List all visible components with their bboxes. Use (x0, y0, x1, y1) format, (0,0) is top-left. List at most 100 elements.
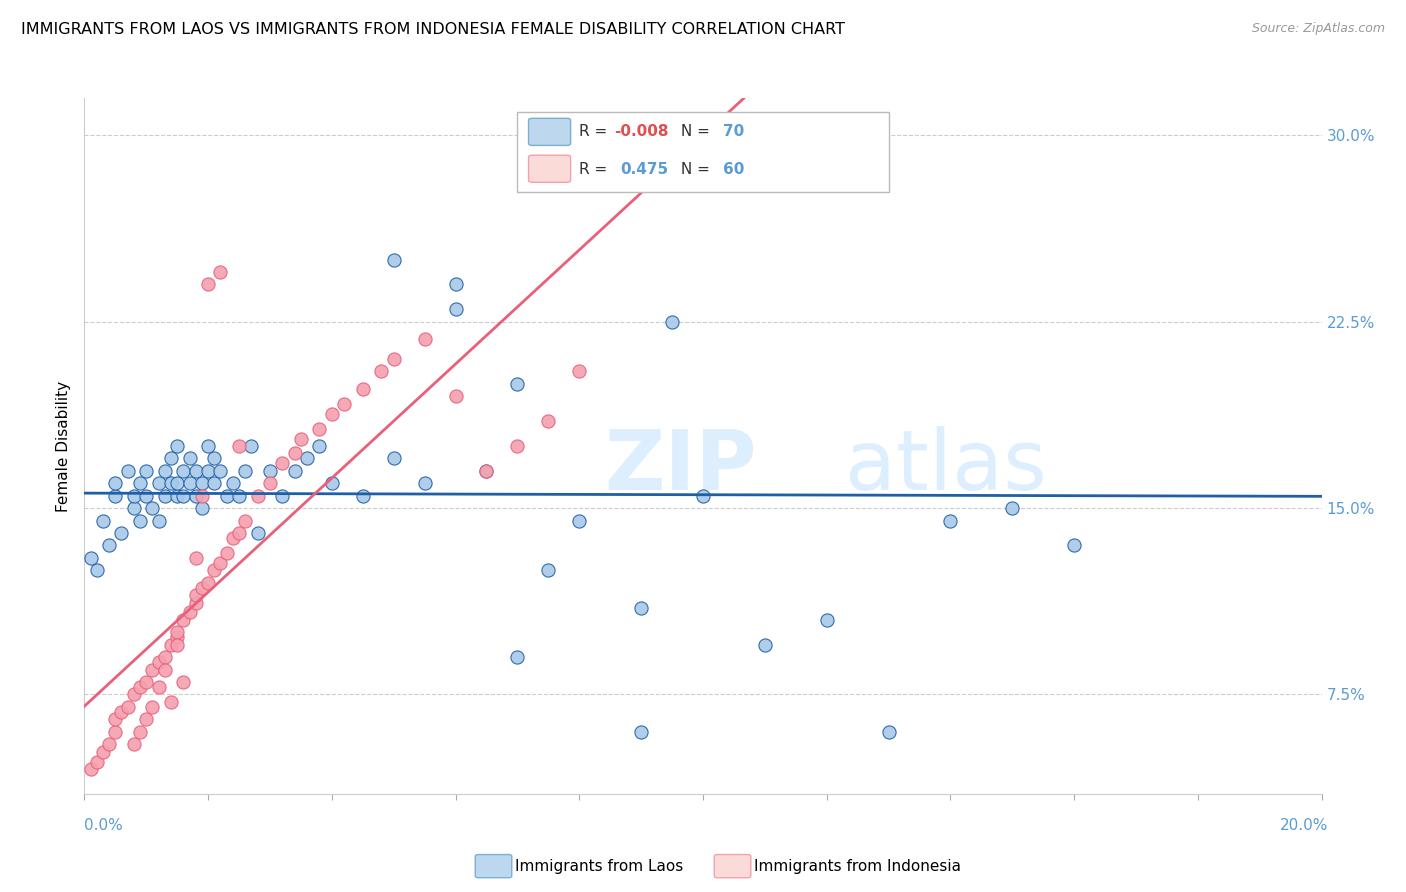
Point (184, 588, 207, 602)
Point (166, 476, 188, 491)
Point (148, 655, 170, 669)
Point (630, 724, 652, 739)
Point (104, 712, 127, 726)
Point (413, 332, 436, 346)
Point (444, 389, 467, 403)
Point (308, 422, 330, 436)
Point (537, 414, 560, 428)
Text: N =: N = (676, 161, 714, 177)
Point (197, 464, 219, 478)
Point (321, 407, 343, 421)
Point (179, 606, 201, 620)
Point (284, 464, 307, 478)
Point (321, 476, 343, 491)
Point (877, 724, 900, 739)
Point (166, 489, 188, 503)
Point (104, 724, 127, 739)
Point (209, 464, 232, 478)
Text: Source: ZipAtlas.com: Source: ZipAtlas.com (1251, 22, 1385, 36)
Point (148, 476, 170, 491)
Point (202, 451, 225, 466)
Point (98, 538, 121, 552)
Point (259, 464, 281, 478)
Point (122, 501, 145, 516)
Point (259, 476, 281, 491)
Point (444, 302, 467, 317)
Point (117, 464, 139, 478)
Point (172, 675, 194, 690)
Point (661, 315, 683, 329)
Text: Immigrants from Indonesia: Immigrants from Indonesia (754, 859, 960, 873)
Text: IMMIGRANTS FROM LAOS VS IMMIGRANTS FROM INDONESIA FEMALE DISABILITY CORRELATION : IMMIGRANTS FROM LAOS VS IMMIGRANTS FROM … (21, 22, 845, 37)
Point (1063, 538, 1085, 552)
Point (172, 613, 194, 627)
Point (215, 489, 238, 503)
Point (222, 531, 245, 545)
Point (233, 464, 256, 478)
Point (295, 451, 318, 466)
Point (98, 737, 121, 751)
Point (179, 451, 201, 466)
Point (122, 688, 145, 702)
Point (197, 575, 219, 590)
Point (692, 489, 714, 503)
FancyBboxPatch shape (529, 119, 571, 145)
Point (568, 364, 591, 378)
Point (153, 489, 176, 503)
Point (568, 514, 591, 528)
Point (228, 489, 250, 503)
Point (141, 699, 163, 714)
Point (166, 630, 188, 644)
Point (506, 650, 529, 665)
Text: N =: N = (676, 124, 714, 139)
Point (91, 514, 114, 528)
Point (129, 514, 152, 528)
Point (939, 514, 962, 528)
Point (271, 489, 294, 503)
Point (135, 464, 157, 478)
Point (352, 382, 374, 396)
Text: 60: 60 (723, 161, 744, 177)
Point (172, 489, 194, 503)
Point (160, 638, 183, 652)
Text: 0.475: 0.475 (620, 161, 668, 177)
Text: 70: 70 (723, 124, 744, 139)
Point (110, 705, 132, 719)
Point (475, 464, 498, 478)
Point (79, 762, 101, 776)
Point (228, 526, 250, 541)
Point (228, 439, 250, 453)
Point (202, 563, 225, 577)
Point (444, 277, 467, 292)
Point (1001, 501, 1024, 516)
Point (197, 277, 219, 292)
Y-axis label: Female Disability: Female Disability (56, 380, 72, 512)
Point (148, 680, 170, 694)
Point (104, 476, 127, 491)
FancyBboxPatch shape (529, 155, 571, 182)
Point (104, 489, 127, 503)
Point (122, 737, 145, 751)
Point (86, 755, 108, 769)
Point (630, 600, 652, 615)
Point (129, 680, 152, 694)
Point (91, 745, 114, 759)
Point (160, 695, 183, 709)
Point (246, 526, 269, 541)
Point (110, 526, 132, 541)
Point (160, 476, 183, 491)
Text: Immigrants from Laos: Immigrants from Laos (515, 859, 683, 873)
Point (172, 464, 194, 478)
Point (129, 476, 152, 491)
Point (290, 432, 312, 446)
Point (240, 439, 263, 453)
Point (382, 352, 405, 367)
Point (284, 446, 307, 460)
Point (537, 563, 560, 577)
Point (209, 556, 232, 570)
Point (153, 464, 176, 478)
Point (202, 476, 225, 491)
Point (184, 596, 207, 610)
Point (215, 546, 238, 560)
Text: R =: R = (579, 124, 613, 139)
